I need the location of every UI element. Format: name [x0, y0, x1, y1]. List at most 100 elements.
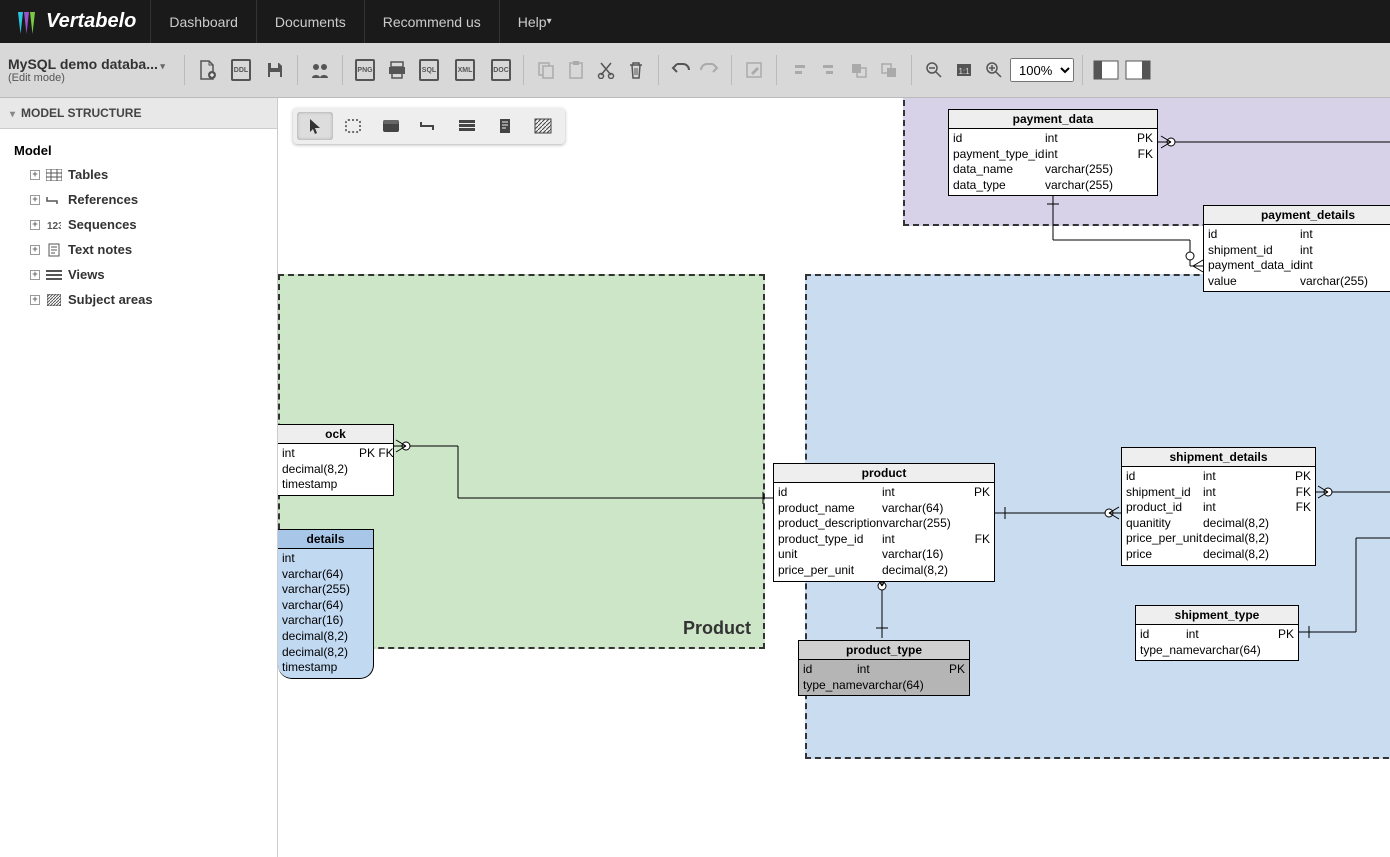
export-doc-button[interactable]: DOC	[487, 56, 515, 84]
table-product[interactable]: product idintPKproduct_namevarchar(64)pro…	[773, 463, 995, 582]
tree-item-text-notes[interactable]: +Text notes	[8, 237, 269, 262]
table-column: product_type_idintFK	[778, 532, 990, 548]
table-column: varchar(16)	[282, 613, 369, 629]
share-button[interactable]	[306, 56, 334, 84]
table-column: data_typevarchar(255)	[953, 178, 1153, 194]
table-payment_details[interactable]: payment_detailsidintPKshipment_idintFKpa…	[1203, 205, 1390, 292]
copy-button[interactable]	[532, 56, 560, 84]
table-column: product_namevarchar(64)	[778, 501, 990, 517]
undo-button[interactable]	[667, 56, 695, 84]
table-column: intPK FK	[282, 446, 389, 462]
zoom-in-button[interactable]	[980, 56, 1008, 84]
export-png-button[interactable]: PNG	[351, 56, 379, 84]
refs-icon	[46, 193, 62, 207]
document-title[interactable]: MySQL demo databa...	[8, 56, 176, 72]
edit-button[interactable]	[740, 56, 768, 84]
table-column: unitvarchar(16)	[778, 547, 990, 563]
arrange-front-button[interactable]	[845, 56, 873, 84]
pointer-tool[interactable]	[297, 112, 333, 140]
table-column: valuevarchar(255)	[1208, 274, 1390, 290]
export-sql-button[interactable]: SQL	[415, 56, 443, 84]
table-column: decimal(8,2)	[282, 645, 369, 661]
arrange-back-button[interactable]	[875, 56, 903, 84]
tree-item-tables[interactable]: +Tables	[8, 162, 269, 187]
generate-ddl-button[interactable]: DDL	[227, 56, 255, 84]
table-column: data_namevarchar(255)	[953, 162, 1153, 178]
reference-tool[interactable]	[411, 112, 447, 140]
views-icon	[46, 268, 62, 282]
nav-dashboard[interactable]: Dashboard	[150, 0, 256, 43]
expand-icon[interactable]: +	[30, 245, 40, 255]
table-header: payment_details	[1204, 206, 1390, 225]
table-column: idintPK	[1126, 469, 1311, 485]
expand-icon[interactable]: +	[30, 270, 40, 280]
expand-icon[interactable]: +	[30, 170, 40, 180]
table-column: idintPK	[778, 485, 990, 501]
expand-icon[interactable]: +	[30, 295, 40, 305]
tree-item-label: Sequences	[68, 217, 137, 232]
paste-button[interactable]	[562, 56, 590, 84]
table-column: timestamp	[282, 660, 369, 676]
tree-root[interactable]: Model	[8, 139, 269, 162]
top-nav: Vertabelo DashboardDocumentsRecommend us…	[0, 0, 1390, 43]
marquee-tool[interactable]	[335, 112, 371, 140]
tree-item-label: References	[68, 192, 138, 207]
zoom-select[interactable]: 100%	[1010, 58, 1074, 82]
table-column: shipment_idintFK	[1126, 485, 1311, 501]
cut-button[interactable]	[592, 56, 620, 84]
tree-item-references[interactable]: + References	[8, 187, 269, 212]
new-file-button[interactable]	[193, 56, 221, 84]
table-column: type_namevarchar(64)	[1140, 643, 1294, 659]
nav-help[interactable]: Help	[499, 0, 570, 43]
expand-icon[interactable]: +	[30, 195, 40, 205]
table-column: quanititydecimal(8,2)	[1126, 516, 1311, 532]
table-header: shipment_details	[1122, 448, 1315, 467]
canvas[interactable]: PaymentProductpayment_dataidintPKpayment…	[278, 98, 1390, 857]
table-header: ock	[278, 425, 393, 444]
expand-icon[interactable]: +	[30, 220, 40, 230]
sidebar: MODEL STRUCTURE Model +Tables+References…	[0, 98, 278, 857]
table-tool[interactable]	[373, 112, 409, 140]
table-stock[interactable]: ockintPK FKdecimal(8,2)timestamp	[278, 424, 394, 496]
align-left-button[interactable]	[785, 56, 813, 84]
table-column: varchar(64)	[282, 598, 369, 614]
note-tool[interactable]	[487, 112, 523, 140]
svg-text:1:1: 1:1	[958, 67, 970, 76]
zoom-fit-button[interactable]: 1:1	[950, 56, 978, 84]
save-button[interactable]	[261, 56, 289, 84]
toggle-right-panel-button[interactable]	[1125, 60, 1151, 80]
table-header: shipment_type	[1136, 606, 1298, 625]
table-column: idintPK	[1140, 627, 1294, 643]
print-button[interactable]	[383, 56, 411, 84]
table-header: payment_data	[949, 110, 1157, 129]
table-column: pricedecimal(8,2)	[1126, 547, 1311, 563]
table-header: product	[774, 464, 994, 483]
nav-recommend-us[interactable]: Recommend us	[364, 0, 499, 43]
table-payment_data[interactable]: payment_dataidintPKpayment_type_idintFKd…	[948, 109, 1158, 196]
table-header: product_type	[799, 641, 969, 660]
tables-icon	[46, 168, 62, 182]
table-product_type[interactable]: product_typeidintPKtype_namevarchar(64)	[798, 640, 970, 696]
table-shipment_type[interactable]: shipment_type idintPKtype_namevarchar(64)	[1135, 605, 1299, 661]
view-tool[interactable]	[449, 112, 485, 140]
toggle-left-panel-button[interactable]	[1093, 60, 1119, 80]
tree-item-views[interactable]: +Views	[8, 262, 269, 287]
table-column: timestamp	[282, 477, 389, 493]
delete-button[interactable]	[622, 56, 650, 84]
zoom-out-button[interactable]	[920, 56, 948, 84]
redo-button[interactable]	[695, 56, 723, 84]
logo[interactable]: Vertabelo	[0, 9, 150, 35]
toolbar: MySQL demo databa... (Edit mode) DDL PNG…	[0, 43, 1390, 98]
tree-item-sequences[interactable]: +123 Sequences	[8, 212, 269, 237]
tree-item-subject-areas[interactable]: + Subject areas	[8, 287, 269, 312]
nav-documents[interactable]: Documents	[256, 0, 364, 43]
table-details[interactable]: detailsintvarchar(64)varchar(255)varchar…	[278, 529, 374, 679]
area-tool[interactable]	[525, 112, 561, 140]
canvas-toolbar	[293, 108, 565, 144]
seq-icon: 123	[46, 218, 62, 232]
export-xml-button[interactable]: XML	[451, 56, 479, 84]
sidebar-header[interactable]: MODEL STRUCTURE	[0, 98, 277, 129]
table-shipment_details[interactable]: shipment_details idintPKshipment_idintFKp…	[1121, 447, 1316, 566]
tree-item-label: Subject areas	[68, 292, 153, 307]
align-right-button[interactable]	[815, 56, 843, 84]
